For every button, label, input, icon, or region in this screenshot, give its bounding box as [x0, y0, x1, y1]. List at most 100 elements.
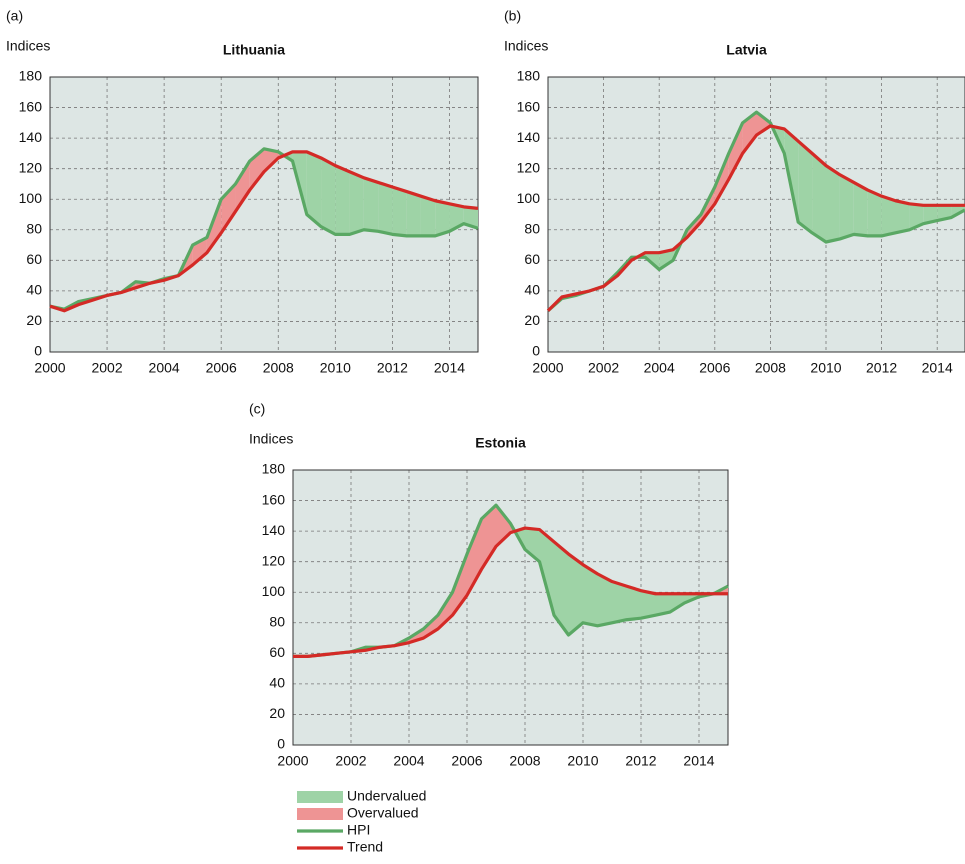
gap-area — [728, 122, 743, 180]
gap-area — [539, 529, 554, 616]
gap-area — [435, 200, 450, 236]
y-tick-label: 60 — [26, 251, 42, 267]
panel-label: (b) — [504, 8, 521, 24]
y-tick-label: 40 — [26, 282, 42, 298]
gap-area — [406, 191, 421, 236]
gap-area — [438, 592, 453, 629]
gap-area — [378, 182, 393, 235]
gap-area — [881, 196, 896, 236]
y-tick-label: 80 — [269, 613, 285, 629]
y-tick-label: 60 — [269, 644, 285, 660]
chart-title: Latvia — [726, 42, 767, 58]
x-tick-label: 2000 — [34, 360, 65, 376]
gap-area — [742, 112, 757, 154]
gap-area — [756, 112, 771, 136]
gap-area — [568, 554, 583, 635]
gap-area — [612, 581, 627, 623]
x-tick-label: 2008 — [755, 360, 786, 376]
plot-frame — [292, 469, 729, 746]
gap-area — [554, 541, 569, 635]
y-axis-label: Indices — [6, 38, 50, 54]
panel-label: (c) — [249, 401, 265, 417]
y-tick-label: 100 — [517, 190, 541, 206]
panel-label: (a) — [6, 8, 23, 24]
line-1 — [293, 526, 728, 658]
legend-label: HPI — [347, 822, 370, 838]
y-tick-label: 180 — [517, 68, 541, 84]
gap-area — [463, 206, 478, 229]
x-tick-label: 2002 — [91, 360, 122, 376]
gap-area — [826, 165, 840, 242]
x-tick-label: 2004 — [644, 360, 675, 376]
y-tick-label: 120 — [262, 552, 286, 568]
chart-title: Estonia — [475, 435, 526, 451]
gap-area — [659, 249, 674, 270]
y-tick-label: 180 — [19, 68, 43, 84]
gap-area — [812, 153, 826, 242]
y-tick-label: 180 — [262, 461, 286, 477]
gap-area — [392, 187, 407, 236]
y-axis-label: Indices — [504, 38, 548, 54]
x-tick-label: 2014 — [922, 360, 953, 376]
x-tick-label: 2008 — [263, 360, 294, 376]
x-tick-label: 2000 — [532, 360, 563, 376]
gap-area — [321, 157, 336, 235]
y-tick-label: 80 — [26, 220, 42, 236]
x-tick-label: 2004 — [393, 753, 424, 769]
x-tick-label: 2006 — [451, 753, 482, 769]
gap-area — [235, 161, 250, 212]
y-tick-label: 140 — [262, 522, 286, 538]
y-tick-label: 160 — [517, 98, 541, 114]
line-0 — [293, 503, 729, 658]
gap-area — [655, 593, 670, 616]
gap-area — [798, 141, 813, 233]
gap-area — [583, 564, 598, 626]
gap-area — [641, 590, 656, 619]
y-tick-label: 60 — [524, 251, 540, 267]
legend-swatch — [297, 808, 343, 820]
gap-area — [597, 573, 612, 626]
line-1 — [49, 150, 479, 313]
y-tick-label: 0 — [532, 343, 540, 359]
line-0 — [546, 110, 965, 312]
y-tick-label: 20 — [524, 312, 540, 328]
gap-area — [867, 190, 882, 236]
legend-swatch — [297, 791, 343, 803]
y-tick-label: 140 — [19, 129, 43, 145]
gap-area — [525, 528, 540, 562]
y-tick-label: 100 — [262, 583, 286, 599]
x-tick-label: 2006 — [699, 360, 730, 376]
y-tick-label: 40 — [524, 282, 540, 298]
plot-frame — [547, 76, 965, 353]
y-tick-label: 40 — [269, 675, 285, 691]
y-tick-label: 120 — [517, 159, 541, 175]
gap-area — [626, 586, 641, 620]
legend-label: Overvalued — [347, 805, 419, 821]
gap-area — [839, 174, 854, 239]
gap-area — [420, 196, 436, 236]
gap-area — [363, 177, 379, 232]
y-tick-label: 120 — [19, 159, 43, 175]
gap-area — [349, 171, 364, 235]
gap-area — [714, 153, 729, 204]
x-tick-label: 2010 — [810, 360, 841, 376]
x-tick-label: 2014 — [434, 360, 465, 376]
x-tick-label: 2002 — [335, 753, 366, 769]
legend-label: Undervalued — [347, 788, 426, 804]
gap-area — [923, 205, 938, 224]
gap-area — [335, 165, 350, 235]
y-tick-label: 0 — [34, 343, 42, 359]
y-tick-label: 20 — [269, 705, 285, 721]
x-tick-label: 2012 — [866, 360, 897, 376]
x-tick-label: 2004 — [149, 360, 180, 376]
y-tick-label: 80 — [524, 220, 540, 236]
gap-area — [423, 615, 438, 639]
gap-area — [467, 518, 482, 596]
y-tick-label: 0 — [277, 736, 285, 752]
x-tick-label: 2008 — [509, 753, 540, 769]
x-tick-label: 2002 — [588, 360, 619, 376]
x-tick-label: 2012 — [625, 753, 656, 769]
line-1 — [546, 124, 965, 312]
x-tick-label: 2010 — [567, 753, 598, 769]
